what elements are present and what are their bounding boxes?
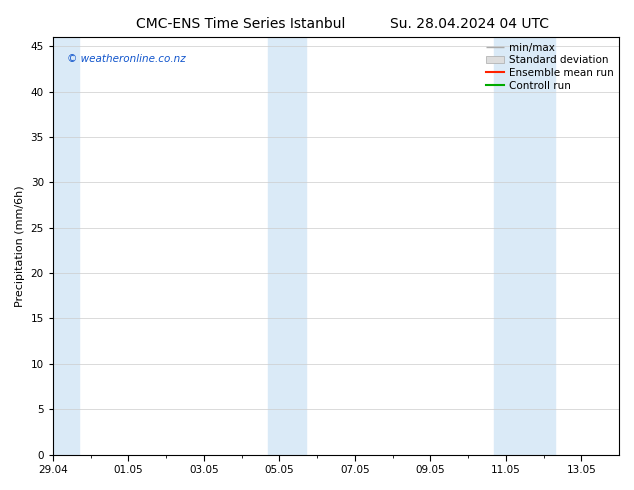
Y-axis label: Precipitation (mm/6h): Precipitation (mm/6h) <box>15 185 25 307</box>
Legend: min/max, Standard deviation, Ensemble mean run, Controll run: min/max, Standard deviation, Ensemble me… <box>481 39 618 95</box>
Bar <box>41 37 79 455</box>
Bar <box>495 37 555 455</box>
Text: © weatheronline.co.nz: © weatheronline.co.nz <box>67 54 186 64</box>
Bar <box>268 37 306 455</box>
Text: Su. 28.04.2024 04 UTC: Su. 28.04.2024 04 UTC <box>390 17 548 31</box>
Text: CMC-ENS Time Series Istanbul: CMC-ENS Time Series Istanbul <box>136 17 346 31</box>
